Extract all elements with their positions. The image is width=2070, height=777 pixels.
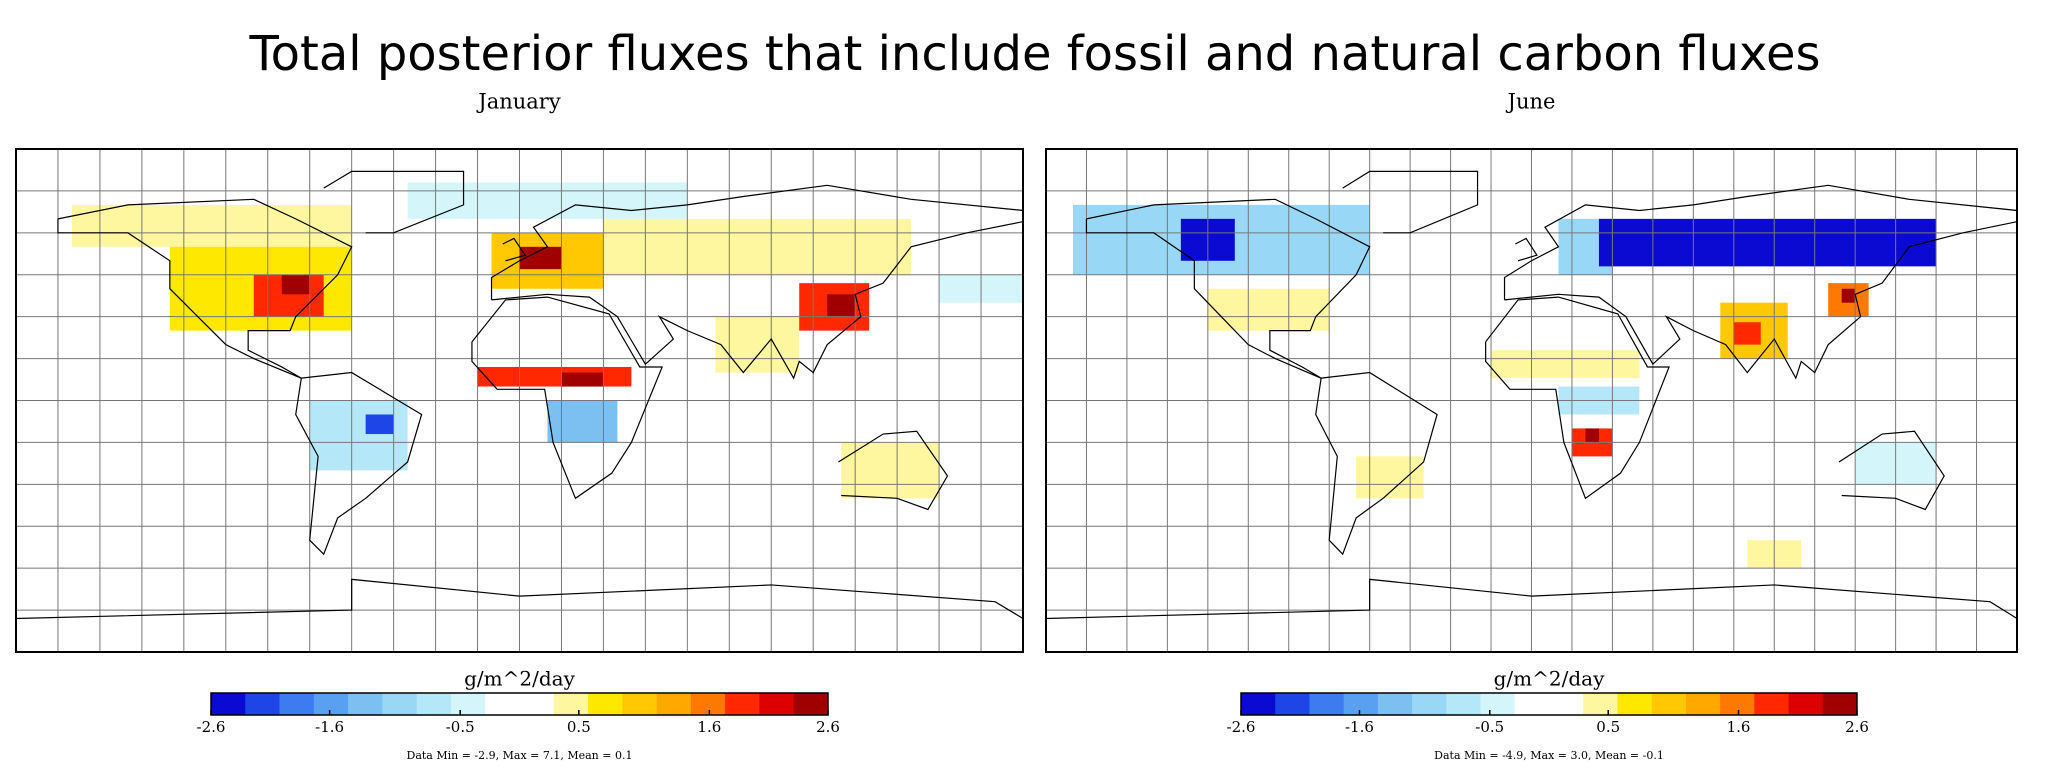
colorbar-label: g/m^2/day — [1494, 667, 1605, 691]
colorbar-tick-label: -2.6 — [197, 718, 226, 736]
colorbar-swatch — [1446, 693, 1482, 715]
colorbar-swatch — [1822, 693, 1858, 715]
flux-cell — [1598, 218, 1937, 267]
colorbar-swatch — [382, 693, 418, 715]
panel-title: January — [476, 90, 561, 114]
coastline — [323, 170, 465, 234]
coastline — [1342, 170, 1479, 234]
flux-cell — [365, 414, 394, 435]
colorbar-swatch — [485, 693, 520, 715]
flux-cell — [1207, 288, 1330, 331]
flux-cell — [1585, 428, 1599, 443]
flux-cell — [1491, 350, 1640, 379]
flux-cell — [519, 246, 562, 270]
map-frame — [15, 148, 1024, 653]
colorbar-swatch — [1754, 693, 1790, 715]
colorbar-swatch — [1685, 693, 1721, 715]
colorbar-swatch — [690, 693, 726, 715]
flux-cell — [407, 182, 688, 219]
colorbar-swatch — [1480, 693, 1516, 715]
colorbar-label: g/m^2/day — [464, 667, 575, 691]
colorbar-tick-label: 0.5 — [567, 718, 591, 736]
colorbar-swatch — [348, 693, 383, 715]
colorbar-swatch — [211, 693, 246, 715]
coastline — [1315, 371, 1438, 556]
colorbar-swatch — [1617, 693, 1653, 715]
colorbar-tick-label: -0.5 — [446, 718, 475, 736]
colorbar-frame — [210, 692, 829, 716]
flux-cell — [71, 204, 352, 247]
colorbar-swatch — [1275, 693, 1310, 715]
flux-cell — [603, 218, 912, 275]
flux-cell — [281, 274, 310, 295]
colorbar-swatch — [1788, 693, 1824, 715]
panel-title: June — [1506, 90, 1556, 114]
coastline — [1838, 430, 1945, 511]
colorbar-swatch — [793, 693, 829, 715]
coastline — [1045, 578, 2018, 620]
colorbar-swatch — [1720, 693, 1755, 715]
colorbar-tick-label: -2.6 — [1227, 718, 1256, 736]
data-stats: Data Min = -2.9, Max = 7.1, Mean = 0.1 — [407, 749, 633, 762]
colorbar-tick-label: -1.6 — [1345, 718, 1374, 736]
flux-cell — [547, 400, 618, 443]
colorbar-swatch — [759, 693, 795, 715]
flux-cell — [1733, 322, 1761, 345]
flux-cell — [827, 294, 856, 317]
coastline — [295, 371, 423, 556]
coastline — [1503, 184, 2018, 380]
coastline — [15, 578, 1024, 620]
flux-cell — [561, 372, 604, 387]
colorbar-swatch — [656, 693, 692, 715]
coastline — [1515, 237, 1538, 262]
colorbar-tick-label: -0.5 — [1475, 718, 1504, 736]
flux-cell — [1841, 288, 1856, 303]
colorbar-swatch — [519, 693, 555, 715]
flux-cell — [1356, 456, 1424, 499]
colorbar-swatch — [1241, 693, 1276, 715]
figure-title: Total posterior fluxes that include foss… — [248, 26, 1820, 82]
coastline — [838, 430, 949, 511]
colorbar-tick-label: 1.6 — [697, 718, 721, 736]
coastline — [490, 184, 1024, 380]
colorbar-frame — [1240, 692, 1858, 716]
flux-cell — [477, 366, 632, 387]
data-stats: Data Min = -4.9, Max = 3.0, Mean = -0.1 — [1434, 749, 1664, 762]
colorbar-tick-label: 2.6 — [816, 718, 840, 736]
colorbar-swatch — [1651, 693, 1687, 715]
colorbar-swatch — [1514, 693, 1550, 715]
colorbar-tick-label: 1.6 — [1727, 718, 1751, 736]
colorbar-swatch — [1549, 693, 1584, 715]
colorbar-swatch — [553, 693, 589, 715]
colorbar-swatch — [279, 693, 315, 715]
flux-cell — [715, 316, 800, 373]
colorbar-tick-label: -1.6 — [315, 718, 344, 736]
colorbar-swatch — [245, 693, 281, 715]
map-panel: January g/m^2/day -2.6 -1.6 -0.5 0.5 1.6 2.6 Dat… — [15, 90, 1024, 762]
colorbar-swatch — [622, 693, 658, 715]
coastline — [57, 198, 353, 379]
colorbar-swatch — [313, 693, 349, 715]
coastline — [471, 296, 664, 500]
flux-cell — [309, 400, 408, 471]
flux-cell — [841, 442, 940, 499]
colorbar-swatch — [416, 693, 452, 715]
map-frame — [1045, 148, 2018, 653]
colorbar-swatch — [450, 693, 486, 715]
colorbar-tick-label: 0.5 — [1596, 718, 1620, 736]
coastline — [1085, 198, 1371, 379]
colorbar-swatch — [725, 693, 760, 715]
map-panel: June g/m^2/day -2.6 -1.6 -0.5 0.5 1.6 2.6 Data M… — [1045, 90, 2018, 762]
colorbar-swatch — [588, 693, 623, 715]
colorbar-swatch — [1412, 693, 1447, 715]
colorbar-swatch — [1377, 693, 1413, 715]
colorbar-swatch — [1583, 693, 1618, 715]
colorbar-swatch — [1343, 693, 1379, 715]
coastline — [1485, 296, 1670, 500]
coastline — [502, 237, 527, 262]
colorbar-swatch — [1309, 693, 1345, 715]
colorbar-tick-label: 2.6 — [1845, 718, 1869, 736]
